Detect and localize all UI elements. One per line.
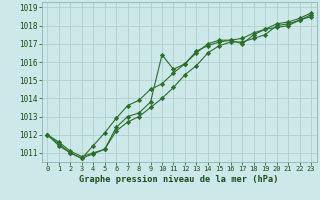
- X-axis label: Graphe pression niveau de la mer (hPa): Graphe pression niveau de la mer (hPa): [79, 175, 279, 184]
